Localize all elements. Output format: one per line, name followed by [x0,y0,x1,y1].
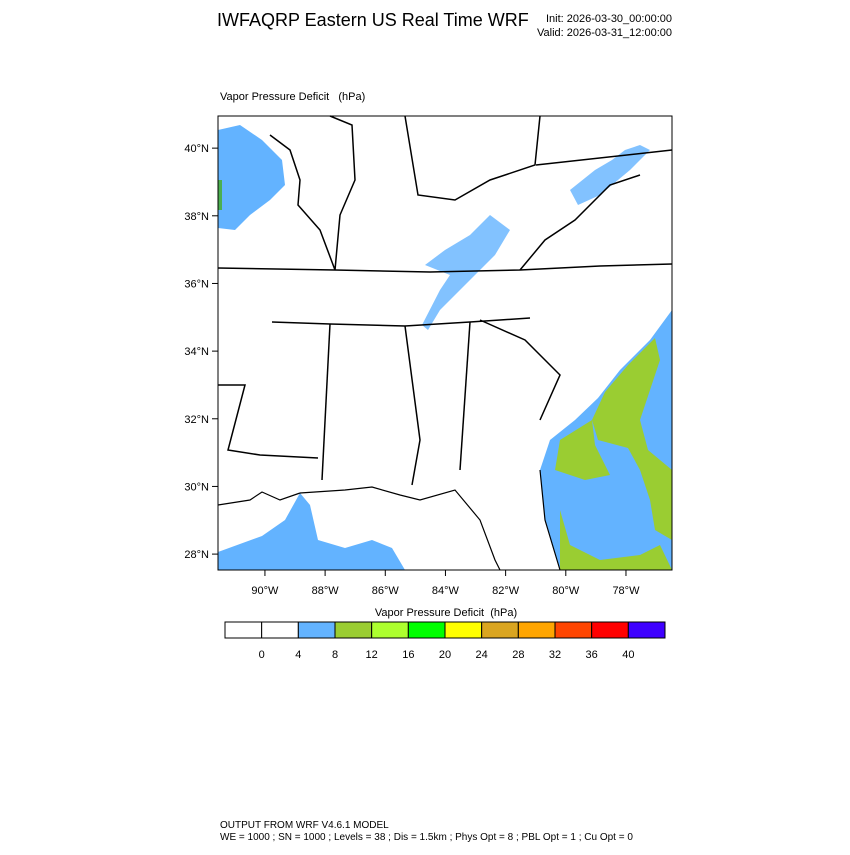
lat-tick-label: 36°N [184,278,209,290]
colorbar-label: 32 [549,649,561,661]
lat-tick-label: 38°N [184,211,209,223]
state-borders [217,115,673,486]
appalachian-shading [422,215,510,330]
footer-line: OUTPUT FROM WRF V4.6.1 MODEL [220,820,389,831]
colorbar-box [371,621,409,639]
virginia-shading [570,145,650,205]
colorbar-label: 4 [295,649,301,661]
colorbar-box [627,621,666,639]
footer-line: WE = 1000 ; SN = 1000 ; Levels = 38 ; Di… [220,832,633,843]
lat-tick-label: 40°N [184,143,209,155]
colorbar-label: 8 [332,649,338,661]
lon-tick-label: 86°W [372,585,400,597]
colorbar-box [334,621,373,639]
colorbar-box [297,621,336,639]
small-green-patch [218,180,222,210]
valid-time: Valid: 2026-03-31_12:00:00 [537,27,672,39]
colorbar-box [407,621,446,639]
map-title: Vapor Pressure Deficit (hPa) [220,91,365,103]
atlantic-green-shading [555,338,672,570]
lon-tick-label: 82°W [492,585,520,597]
colorbar-box [554,621,593,639]
init-time: Init: 2026-03-30_00:00:00 [546,13,672,25]
colorbar-label: 36 [586,649,598,661]
colorbar-label: 16 [402,649,414,661]
lon-tick-label: 88°W [312,585,340,597]
colorbar-label: 0 [259,649,265,661]
colorbar-label: 12 [366,649,378,661]
lat-tick-label: 28°N [184,549,209,561]
colorbar-label: 40 [622,649,634,661]
colorbar-label: 28 [512,649,524,661]
colorbar-box [224,621,263,639]
colorbar-title: Vapor Pressure Deficit (hPa) [375,607,517,619]
coastline [217,469,561,571]
colorbar-label: 20 [439,649,451,661]
map [217,115,673,571]
lat-tick-label: 34°N [184,346,209,358]
colorbar-box [444,621,483,639]
colorbar-box [481,621,519,639]
illinois-shading [218,125,285,230]
lon-tick-label: 78°W [612,585,640,597]
colorbar-box [261,621,299,639]
colorbar-box [591,621,629,639]
lat-tick-label: 30°N [184,481,209,493]
colorbar-label: 24 [476,649,488,661]
lon-tick-label: 90°W [251,585,279,597]
lon-tick-label: 80°W [552,585,580,597]
lat-tick-label: 32°N [184,414,209,426]
colorbar-box [517,621,556,639]
lon-tick-label: 84°W [432,585,460,597]
title: IWFAQRP Eastern US Real Time WRF [217,10,529,30]
gulf-shading [218,493,405,570]
